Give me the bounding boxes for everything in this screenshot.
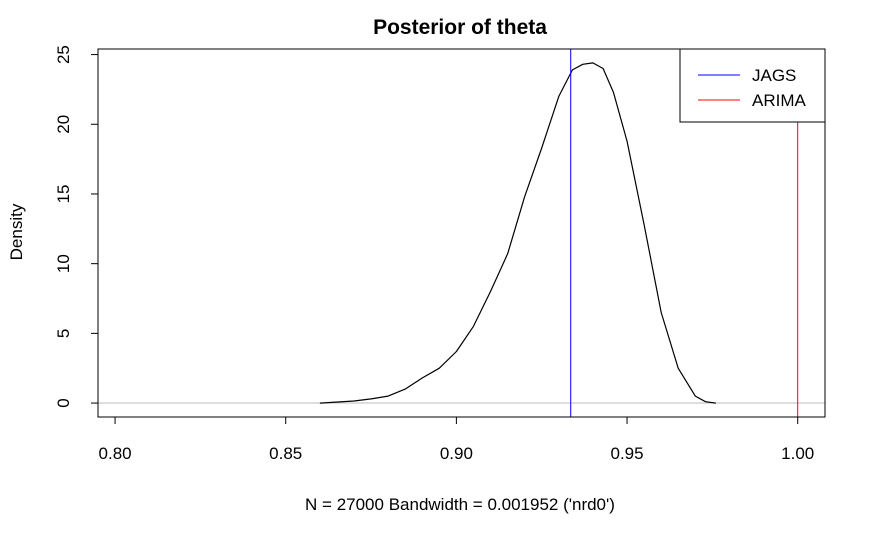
y-axis-label: Density (7, 203, 26, 260)
x-tick-label: 0.95 (610, 444, 643, 463)
y-tick-label: 25 (54, 45, 73, 64)
axes: 0.80 0.85 0.90 0.95 1.00 0 5 10 15 20 25 (54, 45, 826, 463)
chart-title: Posterior of theta (373, 16, 547, 39)
y-tick-label: 5 (54, 329, 73, 338)
y-tick-label: 10 (54, 254, 73, 273)
x-tick-label: 0.80 (99, 444, 132, 463)
y-tick-label: 15 (54, 185, 73, 204)
legend-box (679, 48, 826, 123)
legend: JAGS ARIMA (679, 48, 826, 123)
legend-label-jags: JAGS (752, 66, 796, 85)
y-tick-label: 20 (54, 115, 73, 134)
x-tick-label: 0.85 (269, 444, 302, 463)
density-curve-0 (319, 62, 716, 404)
y-tick-label: 0 (54, 398, 73, 407)
x-tick-label: 0.90 (440, 444, 473, 463)
x-axis-label: N = 27000 Bandwidth = 0.001952 ('nrd0') (305, 495, 615, 514)
legend-label-arima: ARIMA (752, 91, 807, 110)
x-tick-label: 1.00 (781, 444, 814, 463)
